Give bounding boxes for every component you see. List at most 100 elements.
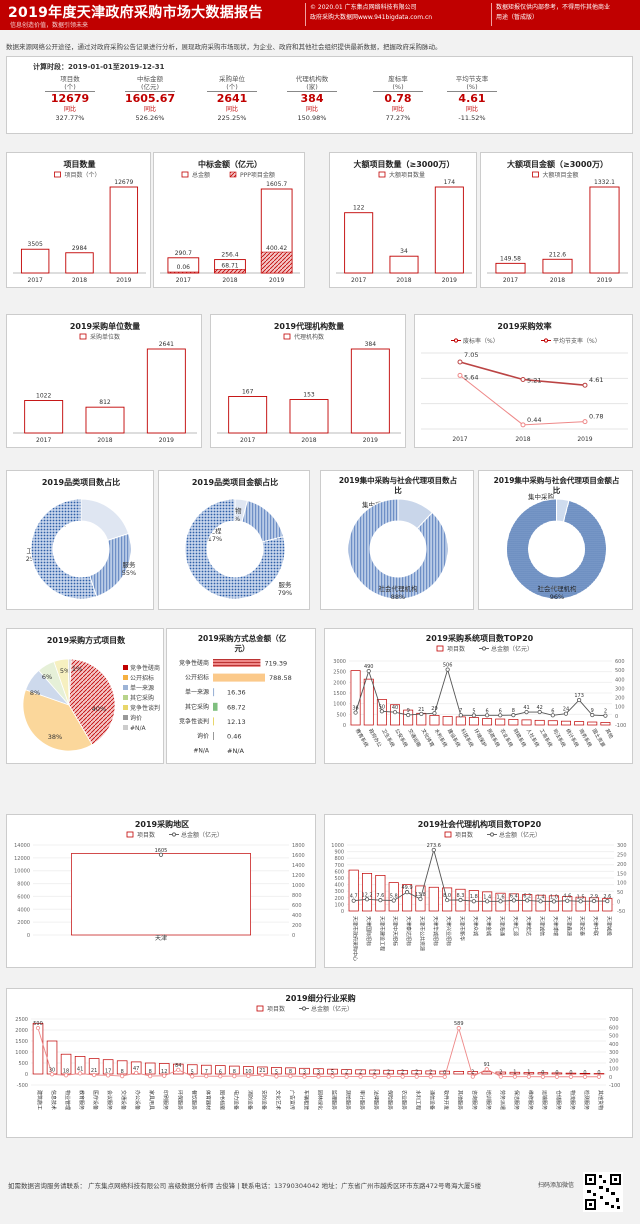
kpi-yoy-tag: 同比 <box>63 106 76 113</box>
bar-ppp <box>167 271 200 274</box>
point-label: 6 <box>551 708 554 714</box>
x-tick: 2017 <box>36 437 51 444</box>
point-label: 29 <box>431 706 437 712</box>
series-point <box>419 711 424 717</box>
bar <box>537 1072 549 1075</box>
series-point <box>176 1067 181 1072</box>
series-point <box>302 1074 307 1079</box>
bar <box>187 1064 198 1075</box>
x-tick: 印刷服务 <box>162 1090 169 1110</box>
legend-label: 代理机构数 <box>294 333 324 341</box>
bar-label-ppp: 400.42 <box>266 245 287 252</box>
slice-pct: 40% <box>92 705 106 713</box>
header-divider <box>491 3 492 26</box>
y2-tick: 250 <box>617 852 627 858</box>
bar <box>521 719 532 726</box>
kpi-value: 12679 <box>50 92 90 105</box>
bar <box>313 1068 324 1075</box>
y1-tick: 4000 <box>17 907 30 913</box>
series-point <box>358 1074 363 1079</box>
bar <box>71 853 251 936</box>
panel-amount: 中标金额（亿元） 总金额 PPP项目金额 290.7 0.06 2017 256.4 68.7… <box>153 152 305 288</box>
series-point <box>353 710 358 715</box>
legend-label: 采购单位数 <box>90 333 120 341</box>
y1-tick: 0 <box>343 723 346 729</box>
chart-bigamount: 大额项目金额（≥3000万） 大额项目金额 149.58 2017 212.6 2018 1… <box>487 159 628 284</box>
series-point <box>232 1073 237 1079</box>
x-tick: 2017 <box>176 277 191 284</box>
point-label: 41 <box>523 705 529 711</box>
pie-slice <box>184 498 286 600</box>
legend-label: 平均节支率（%） <box>553 337 601 345</box>
series-point <box>582 419 588 425</box>
legend-label: 项目数（个） <box>65 171 101 179</box>
y2-tick: 200 <box>609 1058 619 1064</box>
legend-marker <box>481 646 487 651</box>
y1-tick: 1500 <box>15 1039 28 1045</box>
series-point <box>520 422 526 428</box>
kpi-panel: 计算时段：2019-01-01至2019-12-31 项目数 (个) 12679 同比… <box>6 56 633 134</box>
y2-tick: 100 <box>617 881 627 887</box>
qr-code-icon <box>583 1172 623 1212</box>
y2-tick: 600 <box>615 659 625 665</box>
y2-tick: -100 <box>609 1083 620 1089</box>
point-label: 506 <box>443 663 453 669</box>
panel-agency-top: 2019社会代理机构项目数TOP20 项目数 总金额（亿元） 1000 900 800 70… <box>324 814 633 968</box>
point-label: 8 <box>512 708 515 714</box>
bar <box>228 396 268 434</box>
chart-title-line2: 元） <box>235 643 250 653</box>
y2-tick: 100 <box>609 1067 619 1073</box>
bar <box>495 1071 507 1075</box>
x-tick: 消防设备 <box>246 1090 253 1110</box>
y1-tick: 0 <box>341 909 344 915</box>
series-point <box>458 897 463 903</box>
bar <box>542 258 573 274</box>
kpi-underline <box>207 91 257 92</box>
series-point <box>364 897 370 902</box>
kpi-label: 采购单位 <box>219 75 245 83</box>
bar <box>350 670 361 726</box>
point-label: 273.6 <box>427 843 441 849</box>
y1-tick: 10000 <box>14 869 30 875</box>
site-link[interactable]: 政府采购大数据网www.941bigdata.com.cn <box>310 14 433 21</box>
bar <box>213 673 265 682</box>
point-label: 3 <box>317 1070 320 1076</box>
x-tick: 监理服务 <box>331 1090 338 1110</box>
x-tick: 餐饮服务 <box>190 1090 197 1110</box>
x-tick: 2019 <box>269 277 284 284</box>
series-point <box>520 377 526 383</box>
panel-efficiency: 2019采购效率 废标率（%） 平均节支率（%） 5.64 0.44 0.78 7.05 5.… <box>414 314 633 448</box>
slice-label: 服务 <box>279 580 293 589</box>
point-label: 2 <box>471 1070 474 1076</box>
series-point <box>540 1074 545 1079</box>
point-label: 5 <box>191 1069 194 1075</box>
y1-tick: 6000 <box>17 894 30 900</box>
y2-tick: 400 <box>609 1042 619 1048</box>
x-tick: 天津中天招标 <box>392 916 399 946</box>
point-label: 2 <box>373 1070 376 1076</box>
legend-swatch <box>532 171 539 178</box>
x-tick: 天津市公共资源 <box>418 916 425 951</box>
point-label: 8 <box>121 1069 124 1075</box>
bar <box>600 722 611 726</box>
point-label: 0 <box>583 1070 586 1076</box>
bar <box>85 406 125 434</box>
bar <box>355 1069 366 1075</box>
bar <box>551 1072 563 1075</box>
kpi-underline <box>125 91 175 92</box>
legend-swatch <box>283 333 291 340</box>
y1-tick: 1000 <box>15 1050 28 1056</box>
point-label: 4.7 <box>350 894 358 900</box>
series-point <box>563 711 569 716</box>
series-point <box>577 697 582 703</box>
x-tick: 水利工程 <box>415 1090 422 1110</box>
point-label: 8 <box>149 1069 152 1075</box>
series-point <box>378 898 383 903</box>
bar <box>369 1069 380 1075</box>
bar <box>439 1070 450 1075</box>
kpi-yoy-tag: 同比 <box>225 106 238 113</box>
y2-tick: 1000 <box>292 883 305 889</box>
point-label: 84 <box>175 1063 181 1069</box>
